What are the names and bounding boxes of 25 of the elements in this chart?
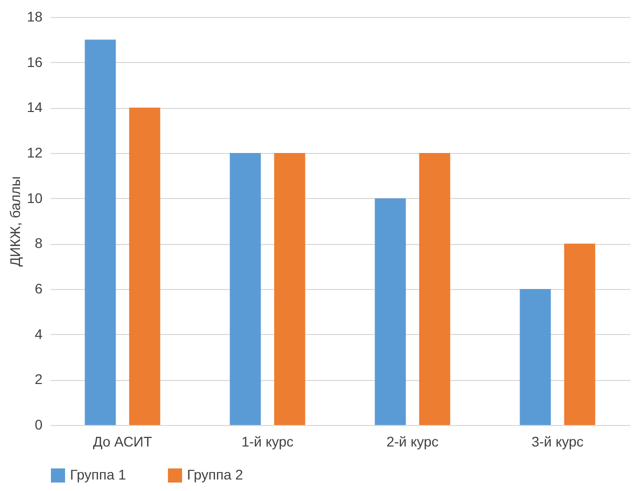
y-tick-label: 0 bbox=[34, 416, 43, 432]
y-tick-label: 2 bbox=[34, 371, 43, 388]
y-tick-label: 6 bbox=[34, 280, 43, 296]
bar bbox=[564, 244, 596, 425]
y-tick-label: 14 bbox=[26, 99, 43, 116]
y-tick-label: 18 bbox=[26, 8, 43, 24]
y-axis-title: ДИКЖ, баллы bbox=[6, 176, 23, 267]
bar bbox=[129, 108, 160, 425]
bar bbox=[520, 289, 551, 425]
y-tick-label: 8 bbox=[34, 235, 43, 252]
bar bbox=[274, 153, 306, 425]
legend-label: Группа 2 bbox=[187, 466, 244, 482]
x-tick-label: 2-й курс bbox=[386, 434, 439, 450]
y-tick-label: 4 bbox=[34, 326, 43, 342]
bar bbox=[84, 40, 116, 425]
bar bbox=[374, 198, 406, 425]
x-tick-label: 3-й курс bbox=[531, 434, 584, 450]
y-tick-label: 16 bbox=[26, 54, 43, 70]
x-tick-label: 1-й курс bbox=[241, 434, 294, 450]
bar bbox=[230, 153, 261, 425]
x-tick-label: До АСИТ bbox=[92, 434, 152, 450]
y-tick-label: 10 bbox=[26, 190, 43, 206]
bar bbox=[419, 153, 450, 425]
y-tick-label: 12 bbox=[26, 144, 43, 160]
legend-label: Группа 1 bbox=[70, 466, 126, 482]
